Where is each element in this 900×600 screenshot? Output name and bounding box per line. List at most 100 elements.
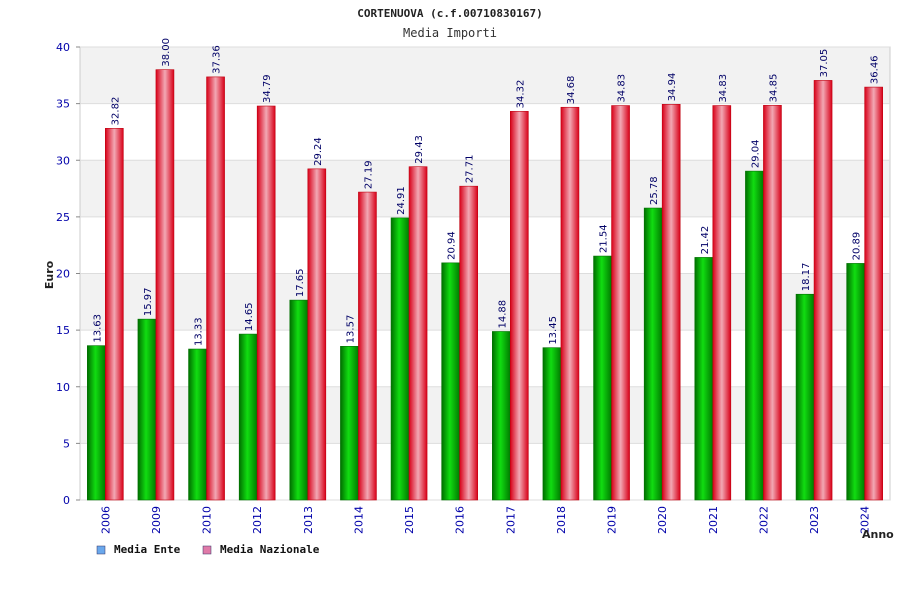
legend-label-media-ente: Media Ente — [114, 543, 181, 556]
bar-media-nazionale-2009 — [155, 69, 175, 501]
x-tick-label-2020: 2020 — [656, 506, 669, 534]
bar-media-nazionale-2017 — [510, 111, 529, 501]
data-label-media-ente-2017: 14.88 — [497, 300, 508, 329]
x-axis-label: Anno — [862, 528, 894, 541]
bar-media-ente-2010 — [188, 348, 207, 501]
y-tick-label: 30 — [56, 154, 70, 167]
bar-media-nazionale-2012 — [256, 105, 276, 501]
data-label-media-ente-2022: 29.04 — [750, 139, 761, 168]
y-tick-label: 5 — [63, 437, 70, 450]
bar-media-ente-2009 — [137, 318, 157, 501]
x-tick-label-2017: 2017 — [504, 506, 517, 534]
data-label-media-nazionale-2018: 34.68 — [566, 76, 577, 105]
data-label-media-nazionale-2019: 34.83 — [617, 74, 628, 103]
bar-media-ente-2023 — [795, 293, 815, 501]
x-axis-ticks: 2006 2009 2010 2012 2013 2014 2015 2016 2017 2018… — [99, 506, 871, 534]
data-labels: 13.63 32.82 15.97 38.00 13.33 37.36 14.65 34.79… — [92, 38, 880, 346]
legend: Media Ente Media Nazionale — [96, 543, 320, 556]
data-label-media-nazionale-2023: 37.05 — [819, 49, 830, 78]
data-label-media-ente-2023: 18.17 — [801, 263, 812, 292]
data-label-media-nazionale-2006: 32.82 — [110, 97, 121, 126]
bar-media-ente-2017 — [492, 331, 511, 501]
bar-media-nazionale-2019 — [611, 105, 630, 501]
bar-media-nazionale-2020 — [661, 104, 681, 501]
data-label-media-ente-2019: 21.54 — [599, 224, 610, 253]
bar-media-nazionale-2016 — [459, 185, 478, 501]
x-tick-label-2022: 2022 — [757, 506, 770, 534]
legend-label-media-nazionale: Media Nazionale — [220, 543, 320, 556]
data-label-media-nazionale-2014: 27.19 — [363, 160, 374, 189]
data-label-media-ente-2020: 25.78 — [649, 176, 660, 205]
bar-media-nazionale-2024 — [864, 86, 883, 501]
bar-media-ente-2006 — [87, 345, 106, 501]
y-axis-label: Euro — [43, 260, 56, 289]
y-tick-label: 15 — [56, 324, 70, 337]
bar-media-ente-2014 — [340, 346, 359, 501]
x-tick-label-2006: 2006 — [99, 506, 112, 534]
data-label-media-nazionale-2009: 38.00 — [161, 38, 172, 67]
bar-media-nazionale-2023 — [813, 80, 833, 501]
bar-media-ente-2018 — [542, 347, 562, 501]
data-label-media-nazionale-2020: 34.94 — [667, 73, 678, 102]
legend-swatch-media-nazionale — [202, 545, 212, 555]
x-tick-label-2013: 2013 — [302, 506, 315, 534]
bar-media-ente-2012 — [238, 333, 258, 501]
bar-media-nazionale-2013 — [307, 168, 327, 501]
data-label-media-nazionale-2013: 29.24 — [313, 137, 324, 166]
chart-title: CORTENUOVA (c.f.00710830167) — [357, 7, 542, 20]
data-label-media-ente-2015: 24.91 — [396, 186, 407, 215]
bar-media-ente-2022 — [745, 170, 764, 501]
bar-media-nazionale-2006 — [105, 128, 124, 501]
bars — [87, 69, 883, 501]
y-tick-label: 20 — [56, 268, 70, 281]
x-tick-label-2012: 2012 — [251, 506, 264, 534]
data-label-media-ente-2021: 21.42 — [700, 226, 711, 255]
x-tick-label-2016: 2016 — [454, 506, 467, 534]
bar-media-nazionale-2021 — [712, 105, 732, 501]
bar-media-nazionale-2014 — [358, 191, 377, 501]
x-tick-label-2021: 2021 — [707, 506, 720, 534]
bar-media-ente-2013 — [289, 299, 309, 501]
data-label-media-nazionale-2016: 27.71 — [465, 155, 476, 184]
bar-media-ente-2020 — [643, 207, 663, 501]
data-label-media-ente-2018: 13.45 — [548, 316, 559, 345]
data-label-media-ente-2024: 20.89 — [852, 232, 863, 261]
x-tick-label-2023: 2023 — [808, 506, 821, 534]
bar-media-nazionale-2015 — [408, 166, 428, 501]
data-label-media-ente-2013: 17.65 — [295, 268, 306, 297]
x-tick-label-2014: 2014 — [352, 506, 365, 534]
y-tick-label: 25 — [56, 211, 70, 224]
bar-media-ente-2021 — [694, 257, 714, 501]
bar-media-nazionale-2022 — [763, 105, 782, 501]
legend-swatch-media-ente — [96, 545, 106, 555]
chart-subtitle: Media Importi — [403, 26, 497, 40]
data-label-media-nazionale-2012: 34.79 — [262, 74, 273, 103]
data-label-media-ente-2012: 14.65 — [244, 302, 255, 331]
data-label-media-ente-2014: 13.57 — [345, 315, 356, 344]
data-label-media-ente-2016: 20.94 — [447, 231, 458, 260]
x-tick-label-2024: 2024 — [859, 506, 872, 534]
data-label-media-nazionale-2022: 34.85 — [768, 74, 779, 103]
data-label-media-nazionale-2021: 34.83 — [718, 74, 729, 103]
x-tick-label-2019: 2019 — [606, 506, 619, 534]
y-tick-label: 35 — [56, 98, 70, 111]
y-tick-label: 10 — [56, 381, 70, 394]
data-label-media-ente-2010: 13.33 — [194, 317, 205, 346]
data-label-media-nazionale-2015: 29.43 — [414, 135, 425, 164]
x-tick-label-2015: 2015 — [403, 506, 416, 534]
x-tick-label-2010: 2010 — [201, 506, 214, 534]
bar-media-ente-2016 — [441, 262, 460, 501]
x-tick-label-2018: 2018 — [555, 506, 568, 534]
y-tick-label: 40 — [56, 41, 70, 54]
data-label-media-nazionale-2024: 36.46 — [870, 55, 881, 84]
data-label-media-nazionale-2010: 37.36 — [212, 45, 223, 74]
bar-media-ente-2015 — [390, 217, 410, 501]
data-label-media-ente-2009: 15.97 — [143, 287, 154, 316]
data-label-media-ente-2006: 13.63 — [92, 314, 103, 343]
data-label-media-nazionale-2017: 34.32 — [515, 80, 526, 109]
bar-media-ente-2024 — [846, 263, 865, 501]
bar-media-nazionale-2010 — [206, 76, 225, 501]
y-axis-ticks: 0 5 10 15 20 25 30 35 40 — [56, 41, 80, 507]
bar-media-nazionale-2018 — [560, 106, 580, 501]
